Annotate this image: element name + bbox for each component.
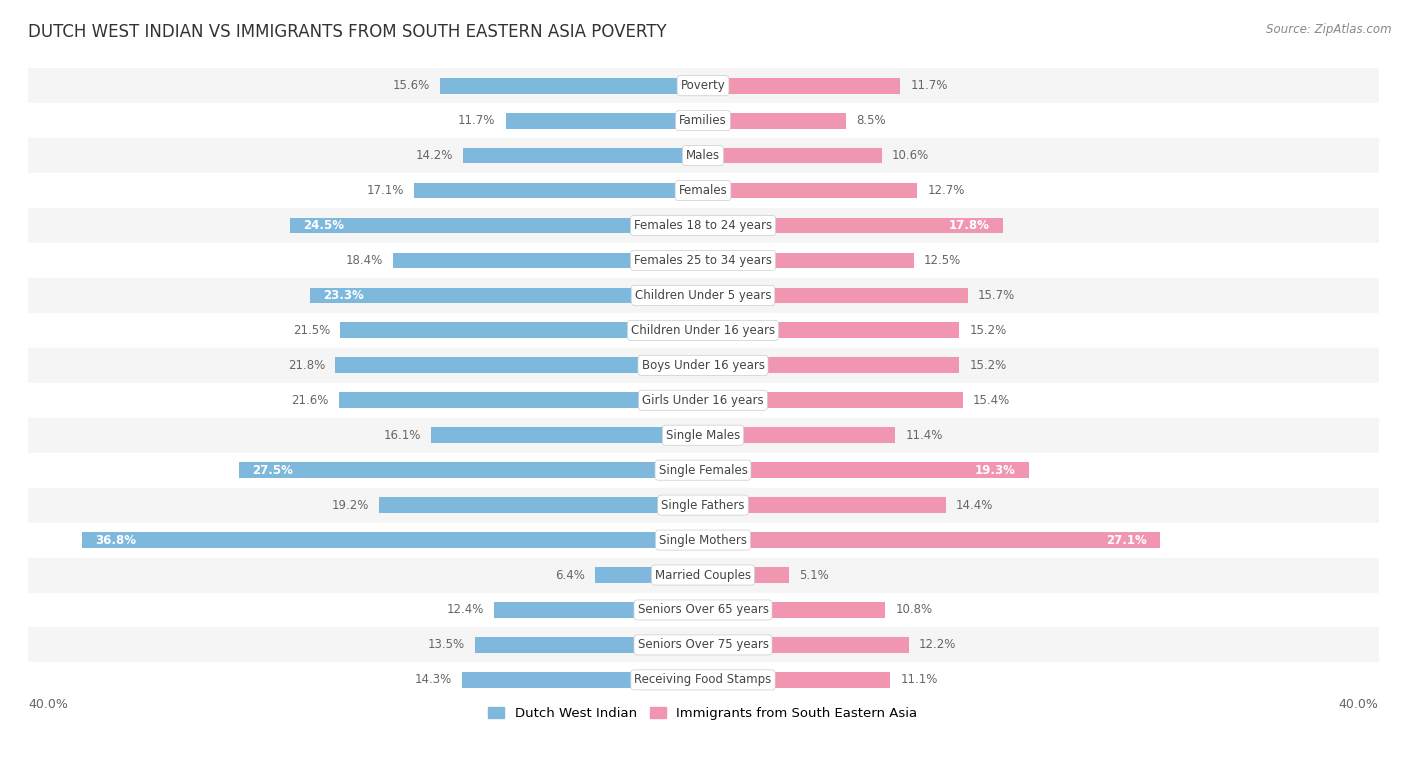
Text: Poverty: Poverty bbox=[681, 79, 725, 92]
Text: 13.5%: 13.5% bbox=[427, 638, 465, 651]
Bar bbox=[335, 358, 703, 373]
Bar bbox=[703, 358, 959, 373]
Text: Single Fathers: Single Fathers bbox=[661, 499, 745, 512]
Text: Females 18 to 24 years: Females 18 to 24 years bbox=[634, 219, 772, 232]
Text: Males: Males bbox=[686, 149, 720, 162]
Bar bbox=[703, 672, 890, 688]
Text: 12.5%: 12.5% bbox=[924, 254, 962, 267]
Text: 12.2%: 12.2% bbox=[920, 638, 956, 651]
Text: 17.1%: 17.1% bbox=[367, 184, 405, 197]
Bar bbox=[415, 183, 703, 199]
Bar bbox=[380, 497, 703, 513]
Text: 15.4%: 15.4% bbox=[973, 393, 1010, 407]
Text: 12.7%: 12.7% bbox=[928, 184, 965, 197]
Bar bbox=[475, 637, 703, 653]
Bar bbox=[703, 78, 900, 93]
Text: Girls Under 16 years: Girls Under 16 years bbox=[643, 393, 763, 407]
Text: 36.8%: 36.8% bbox=[96, 534, 136, 547]
Text: 16.1%: 16.1% bbox=[384, 429, 422, 442]
Bar bbox=[703, 497, 946, 513]
Text: Receiving Food Stamps: Receiving Food Stamps bbox=[634, 673, 772, 687]
Text: Single Mothers: Single Mothers bbox=[659, 534, 747, 547]
Text: 11.1%: 11.1% bbox=[900, 673, 938, 687]
Text: 15.2%: 15.2% bbox=[970, 359, 1007, 372]
Text: Seniors Over 75 years: Seniors Over 75 years bbox=[637, 638, 769, 651]
Bar bbox=[703, 113, 846, 129]
Bar bbox=[440, 78, 703, 93]
Bar bbox=[239, 462, 703, 478]
Bar bbox=[703, 428, 896, 443]
Bar bbox=[703, 322, 959, 338]
Text: 14.2%: 14.2% bbox=[416, 149, 453, 162]
Text: 11.7%: 11.7% bbox=[458, 114, 495, 127]
Text: 17.8%: 17.8% bbox=[949, 219, 990, 232]
Bar bbox=[392, 252, 703, 268]
Text: 27.1%: 27.1% bbox=[1107, 534, 1147, 547]
Legend: Dutch West Indian, Immigrants from South Eastern Asia: Dutch West Indian, Immigrants from South… bbox=[484, 702, 922, 725]
Text: 8.5%: 8.5% bbox=[856, 114, 886, 127]
Text: 21.8%: 21.8% bbox=[288, 359, 325, 372]
Text: Families: Families bbox=[679, 114, 727, 127]
Text: 21.6%: 21.6% bbox=[291, 393, 329, 407]
Text: 21.5%: 21.5% bbox=[292, 324, 330, 337]
Text: 27.5%: 27.5% bbox=[253, 464, 294, 477]
Bar bbox=[339, 393, 703, 408]
Bar bbox=[461, 672, 703, 688]
Text: 19.2%: 19.2% bbox=[332, 499, 368, 512]
Text: Source: ZipAtlas.com: Source: ZipAtlas.com bbox=[1267, 23, 1392, 36]
Text: 5.1%: 5.1% bbox=[799, 568, 830, 581]
Text: 11.4%: 11.4% bbox=[905, 429, 943, 442]
Bar bbox=[703, 567, 789, 583]
Bar bbox=[464, 148, 703, 164]
Text: 23.3%: 23.3% bbox=[323, 289, 364, 302]
Text: Single Females: Single Females bbox=[658, 464, 748, 477]
Text: 24.5%: 24.5% bbox=[304, 219, 344, 232]
Text: 14.4%: 14.4% bbox=[956, 499, 994, 512]
Text: 10.6%: 10.6% bbox=[891, 149, 929, 162]
Bar bbox=[703, 602, 886, 618]
Bar bbox=[595, 567, 703, 583]
Text: 40.0%: 40.0% bbox=[28, 698, 67, 711]
Text: 19.3%: 19.3% bbox=[974, 464, 1015, 477]
Bar bbox=[290, 218, 703, 233]
Text: Seniors Over 65 years: Seniors Over 65 years bbox=[637, 603, 769, 616]
Bar bbox=[703, 183, 917, 199]
Text: 15.2%: 15.2% bbox=[970, 324, 1007, 337]
Bar bbox=[703, 148, 882, 164]
Text: Boys Under 16 years: Boys Under 16 years bbox=[641, 359, 765, 372]
Bar bbox=[703, 532, 1160, 548]
Text: DUTCH WEST INDIAN VS IMMIGRANTS FROM SOUTH EASTERN ASIA POVERTY: DUTCH WEST INDIAN VS IMMIGRANTS FROM SOU… bbox=[28, 23, 666, 41]
Bar bbox=[82, 532, 703, 548]
Text: 15.7%: 15.7% bbox=[979, 289, 1015, 302]
Bar bbox=[703, 637, 908, 653]
Bar bbox=[703, 393, 963, 408]
Bar bbox=[432, 428, 703, 443]
Text: Females 25 to 34 years: Females 25 to 34 years bbox=[634, 254, 772, 267]
Text: 11.7%: 11.7% bbox=[911, 79, 948, 92]
Text: Children Under 5 years: Children Under 5 years bbox=[634, 289, 772, 302]
Text: Children Under 16 years: Children Under 16 years bbox=[631, 324, 775, 337]
Bar bbox=[703, 287, 967, 303]
Text: Married Couples: Married Couples bbox=[655, 568, 751, 581]
Text: 15.6%: 15.6% bbox=[392, 79, 430, 92]
Bar bbox=[340, 322, 703, 338]
Text: 10.8%: 10.8% bbox=[896, 603, 932, 616]
Bar bbox=[494, 602, 703, 618]
Text: 40.0%: 40.0% bbox=[1339, 698, 1378, 711]
Text: 14.3%: 14.3% bbox=[415, 673, 451, 687]
Text: 18.4%: 18.4% bbox=[346, 254, 382, 267]
Bar bbox=[506, 113, 703, 129]
Bar bbox=[309, 287, 703, 303]
Bar bbox=[703, 462, 1029, 478]
Text: 6.4%: 6.4% bbox=[555, 568, 585, 581]
Text: Single Males: Single Males bbox=[666, 429, 740, 442]
Bar bbox=[703, 252, 914, 268]
Text: 12.4%: 12.4% bbox=[446, 603, 484, 616]
Bar bbox=[703, 218, 1004, 233]
Text: Females: Females bbox=[679, 184, 727, 197]
